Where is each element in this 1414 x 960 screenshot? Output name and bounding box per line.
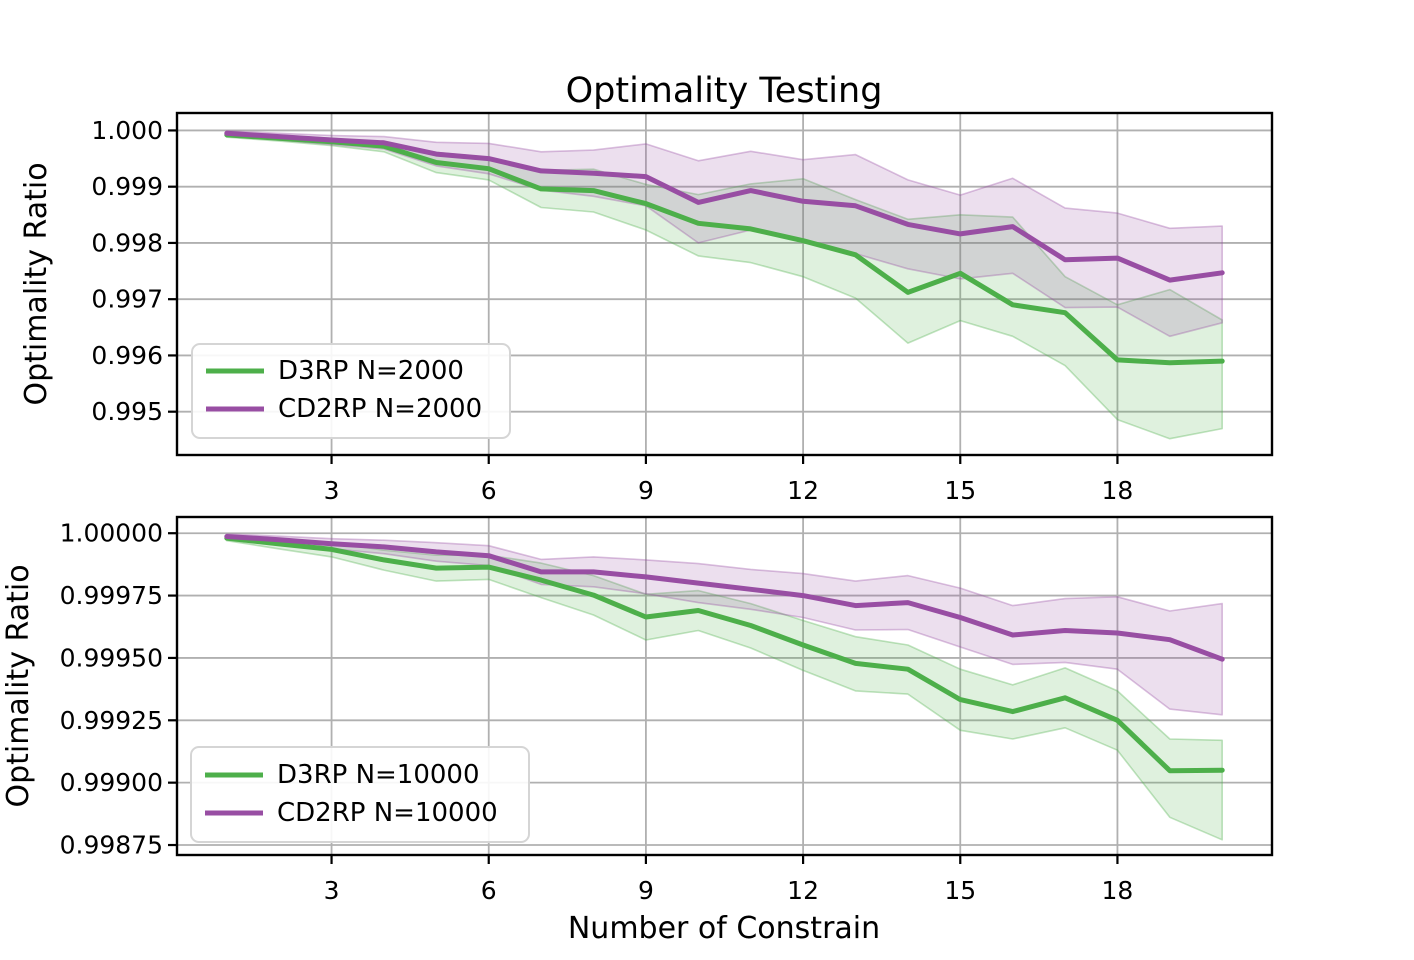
legend-box [191, 343, 511, 439]
plot-border [175, 515, 1274, 857]
x-tick-label: 9 [638, 476, 654, 505]
confidence-band [226, 131, 1223, 440]
y-tick-label: 0.998 [91, 228, 163, 257]
x-tick-label: 3 [324, 876, 340, 905]
legend-label: D3RP N=2000 [278, 356, 464, 386]
y-tick-label: 0.999 [91, 172, 163, 201]
x-tick-label: 9 [638, 876, 654, 905]
y-axis-label-top: Optimality Ratio [19, 162, 54, 405]
x-tick-label: 15 [944, 476, 976, 505]
legend-box [190, 746, 530, 843]
series-line [224, 534, 1225, 662]
legend: D3RP N=10000 CD2RP N=10000 [190, 746, 530, 843]
series-line [224, 132, 1225, 366]
series-line [224, 535, 1225, 774]
y-tick-label: 0.99925 [60, 706, 163, 735]
x-tick-label: 15 [944, 876, 976, 905]
x-tick-label: 18 [1102, 876, 1134, 905]
y-tick-label: 0.99875 [60, 831, 163, 860]
y-tick-label: 0.99900 [60, 768, 163, 797]
x-tick-label: 12 [787, 876, 819, 905]
y-tick-label: 0.99950 [60, 643, 163, 672]
y-tick-label: 0.995 [91, 397, 163, 426]
confidence-band [226, 130, 1223, 338]
x-tick-label: 6 [481, 876, 497, 905]
x-axis-label: Number of Constrain [568, 911, 880, 946]
y-tick-label: 1.000 [91, 116, 163, 145]
y-axis-label-bottom: Optimality Ratio [1, 564, 36, 807]
plot-title: Optimality Testing [566, 71, 883, 111]
legend-label: D3RP N=10000 [277, 760, 480, 790]
x-tick-label: 12 [787, 476, 819, 505]
legend-label: CD2RP N=2000 [278, 394, 482, 424]
legend: D3RP N=2000 CD2RP N=2000 [191, 343, 511, 439]
x-tick-label: 3 [324, 476, 340, 505]
legend-label: CD2RP N=10000 [277, 798, 498, 828]
y-tick-label: 0.997 [91, 285, 163, 314]
plot-border [175, 111, 1274, 457]
subplot-2: 3 6 9 12 15 18 1.00000 0.99975 0.99950 0.99925 0.9… [60, 515, 1274, 905]
series-line [224, 130, 1225, 283]
y-tick-label: 0.99975 [60, 581, 163, 610]
y-tick-label: 0.996 [91, 341, 163, 370]
subplot-1: 3 6 9 12 15 18 1.000 0.999 0.998 0.997 0.996 0.995 D… [91, 111, 1274, 505]
x-tick-label: 6 [481, 476, 497, 505]
y-tick-label: 1.00000 [60, 519, 163, 548]
x-tick-label: 18 [1102, 476, 1134, 505]
